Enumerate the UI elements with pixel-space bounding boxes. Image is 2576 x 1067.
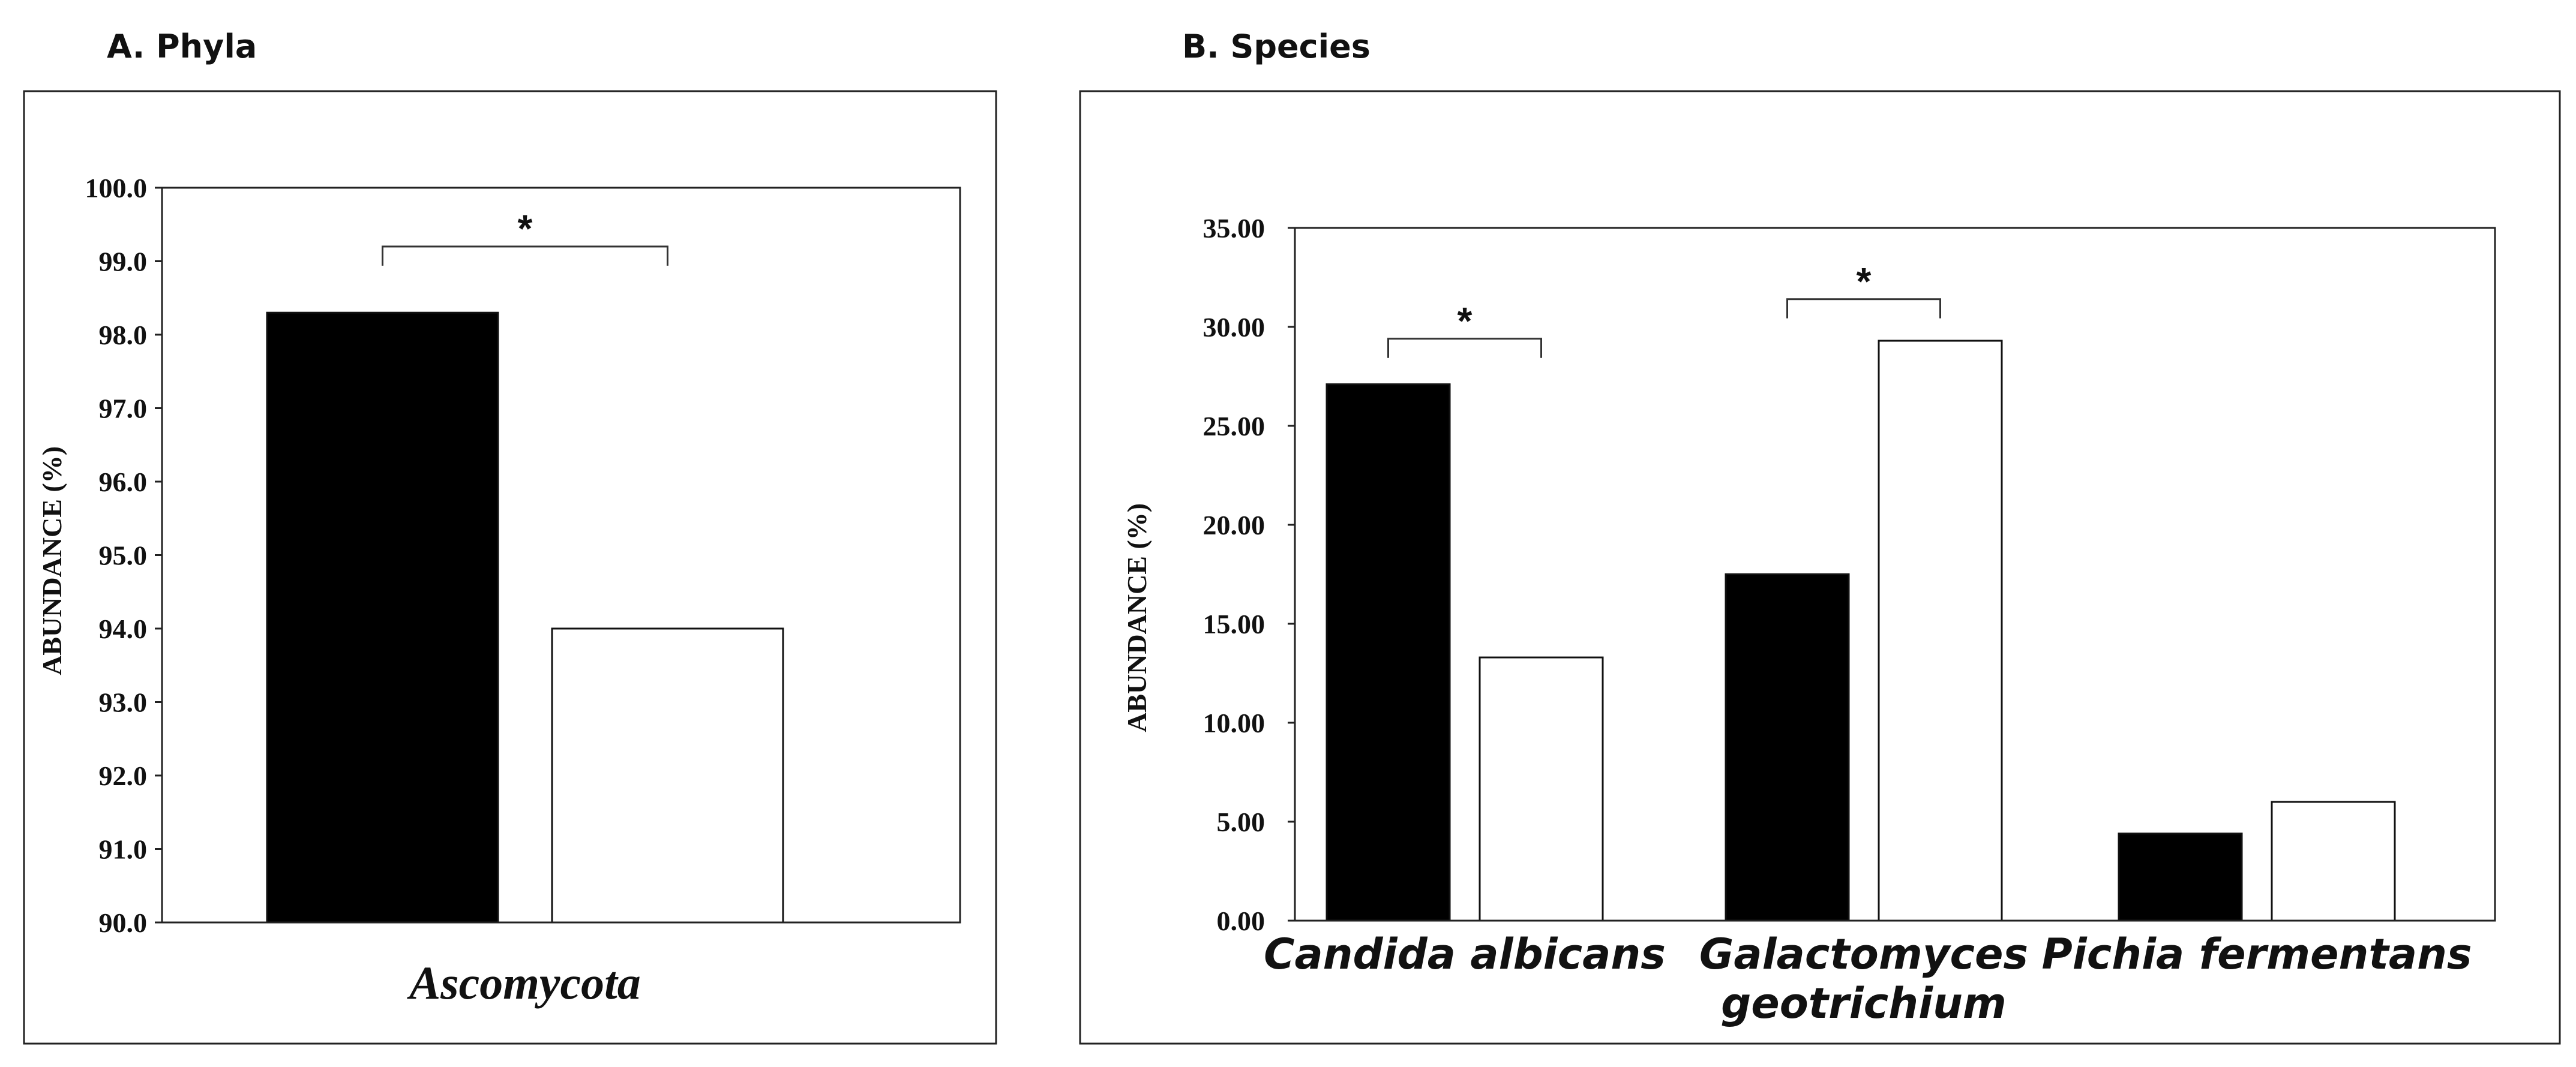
y-tick-label: 5.00 <box>1217 807 1265 837</box>
panel-b-title: B. Species <box>1182 28 1371 65</box>
panel-b-y-axis-label: ABUNDANCE (%) <box>1121 503 1152 732</box>
significance-bracket <box>1387 338 1542 358</box>
panel-b-significance: ** <box>1387 260 1941 358</box>
x-category-label: Ascomycota <box>406 957 641 1009</box>
panel-b-bars <box>1326 339 2396 922</box>
panel-a-significance: * <box>382 207 668 266</box>
bar-black-0 <box>266 311 499 924</box>
y-tick-label: 25.00 <box>1203 411 1265 441</box>
y-tick-label: 30.00 <box>1203 312 1265 342</box>
panel-a-title: A. Phyla <box>107 28 257 65</box>
y-tick-label: 35.00 <box>1203 213 1265 244</box>
significance-bracket <box>382 245 668 266</box>
y-tick-label: 15.00 <box>1203 609 1265 639</box>
significance-bracket <box>1786 298 1941 318</box>
x-category-label: Pichia fermentans <box>2041 930 2472 979</box>
panel-a-x-categories: Ascomycota <box>406 957 641 1009</box>
panel-a-y-ticks: 90.0 91.0 92.0 93.0 94.0 95.0 96.0 97.0 98.0 99.0… <box>85 173 162 938</box>
significance-star: * <box>1458 299 1473 342</box>
significance-star: * <box>518 207 533 250</box>
y-tick-label: 97.0 <box>99 393 148 424</box>
significance-star: * <box>1857 260 1872 303</box>
y-tick-label: 92.0 <box>99 761 148 791</box>
y-tick-label: 99.0 <box>99 247 148 277</box>
y-tick-label: 91.0 <box>99 834 148 865</box>
panel-a-y-axis-label: ABUNDANCE (%) <box>37 446 67 675</box>
y-tick-label: 0.00 <box>1217 906 1265 936</box>
y-tick-label: 98.0 <box>99 320 148 350</box>
bar-white-0 <box>551 627 784 924</box>
y-tick-label: 10.00 <box>1203 708 1265 738</box>
y-tick-label: 90.0 <box>99 907 148 938</box>
x-category-label: geotrichium <box>1721 979 2007 1028</box>
bar-black-0 <box>1326 383 1451 922</box>
panel-b: B. Species ABUNDANCE (%) 0.00 5.00 10.00 15… <box>1079 28 2561 1045</box>
panel-b-frame <box>1079 90 2561 1045</box>
bar-black-1 <box>1725 573 1850 922</box>
panel-a-bars <box>266 311 784 924</box>
bar-white-0 <box>1479 656 1604 922</box>
y-tick-label: 95.0 <box>99 540 148 571</box>
panel-a-plot-area <box>161 187 961 924</box>
y-tick-label: 96.0 <box>99 467 148 497</box>
x-category-label: Galactomyces <box>1699 930 2028 979</box>
y-tick-label: 94.0 <box>99 614 148 644</box>
bar-white-1 <box>1878 339 2003 922</box>
bar-white-2 <box>2271 801 2396 922</box>
panel-b-plot-area <box>1294 227 2496 922</box>
bar-black-2 <box>2118 832 2243 922</box>
panel-a: A. Phyla ABUNDANCE (%) 90.091.092.093.09… <box>23 28 997 1045</box>
y-tick-label: 93.0 <box>99 687 148 718</box>
x-category-label: Candida albicans <box>1264 930 1666 979</box>
y-tick-label: 20.00 <box>1203 510 1265 540</box>
panel-b-y-ticks: 0.00 5.00 10.00 15.00 20.00 25.00 30.00 35.00 <box>1203 213 1295 936</box>
y-tick-label: 100.0 <box>85 173 148 203</box>
panel-a-frame <box>23 90 997 1045</box>
